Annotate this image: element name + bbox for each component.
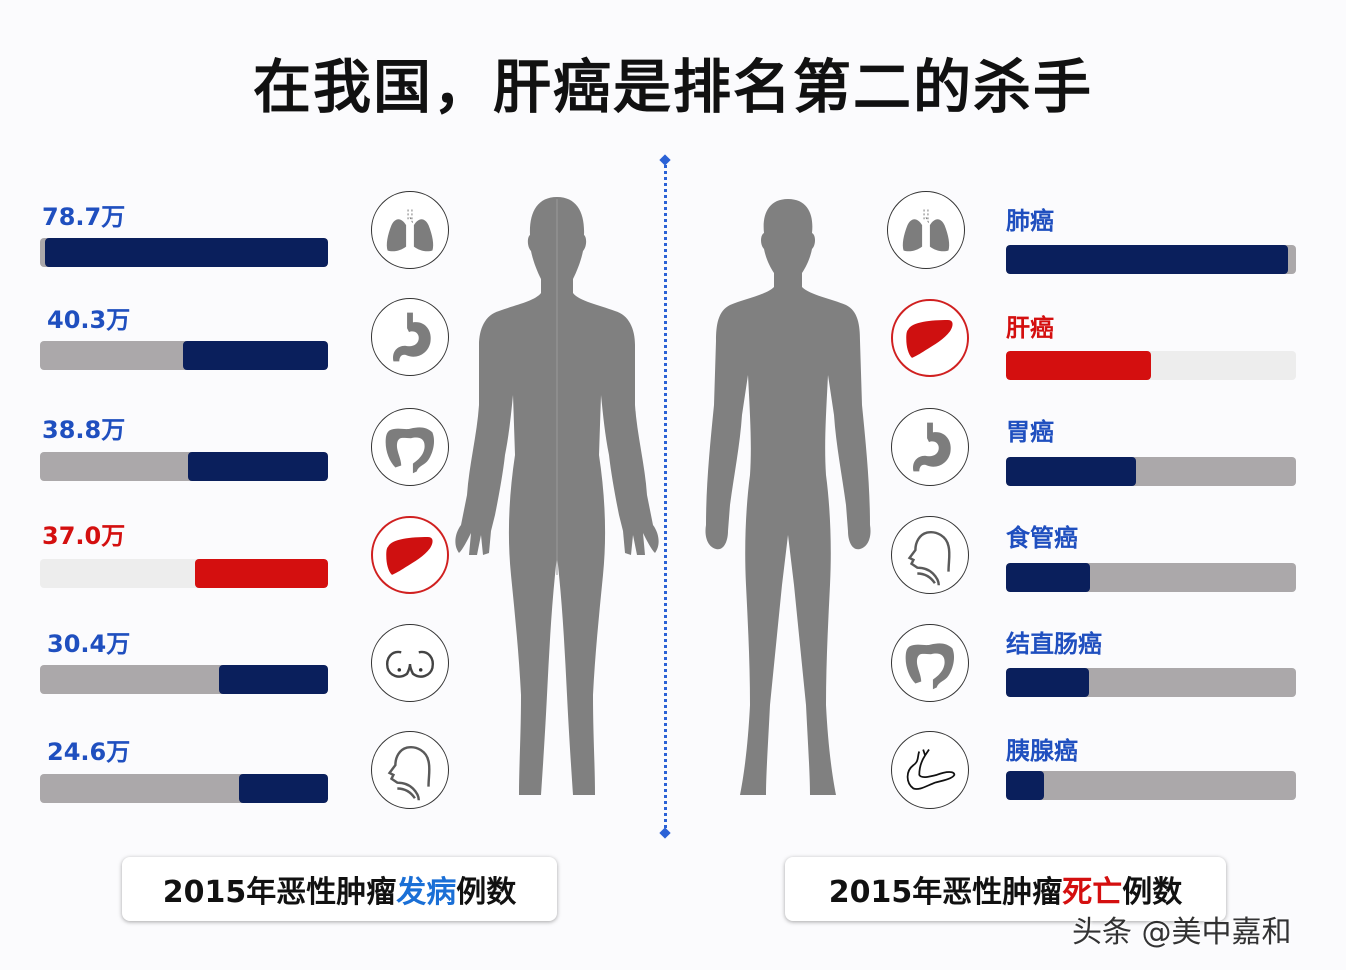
bar-track: [40, 665, 328, 694]
bar-track: [1006, 351, 1296, 380]
esophagus-icon: [891, 516, 969, 594]
incidence-caption: 2015年恶性肿瘤 发病 例数: [122, 857, 557, 921]
divider-bottom-diamond: [659, 827, 671, 839]
value-label: 30.4万: [47, 630, 131, 658]
stomach-icon: [371, 298, 449, 376]
bar-fill: [1006, 668, 1089, 697]
bar-track: [1006, 563, 1296, 592]
page-title: 在我国，肝癌是排名第二的杀手: [252, 53, 1093, 121]
bar-track: [1006, 245, 1296, 274]
cancer-name-label: 肺癌: [1006, 207, 1054, 235]
cancer-name-label: 肝癌: [1006, 314, 1054, 342]
bar-fill: [219, 665, 328, 694]
bar-fill: [183, 341, 328, 370]
pancreas-icon: [891, 731, 969, 809]
bar-fill: [195, 559, 328, 588]
cancer-name-label: 胰腺癌: [1006, 737, 1078, 765]
cancer-name-label: 结直肠癌: [1006, 630, 1102, 658]
lungs-icon: [887, 191, 965, 269]
bar-track: [40, 341, 328, 370]
liver-icon: [891, 299, 969, 377]
female-figure-icon: [455, 197, 659, 795]
mortality-caption: 2015年恶性肿瘤 死亡 例数: [785, 857, 1226, 921]
value-label: 40.3万: [47, 306, 131, 334]
bar-track: [1006, 771, 1296, 800]
caption-highlight: 发病: [396, 875, 457, 910]
bar-fill: [1006, 457, 1136, 486]
watermark: 头条 @美中嘉和: [1072, 915, 1292, 950]
divider-top-diamond: [659, 154, 671, 166]
bar-track: [1006, 668, 1296, 697]
bar-fill: [45, 238, 328, 267]
colon-icon: [371, 408, 449, 486]
esophagus-icon: [371, 731, 449, 809]
stomach-icon: [891, 408, 969, 486]
bar-track: [1006, 457, 1296, 486]
bar-fill: [1006, 771, 1044, 800]
colon-icon: [891, 624, 969, 702]
cancer-name-label: 胃癌: [1006, 418, 1054, 446]
lungs-icon: [371, 191, 449, 269]
bar-track: [40, 238, 328, 267]
value-label: 38.8万: [42, 416, 126, 444]
liver-icon: [371, 516, 449, 594]
cancer-name-label: 食管癌: [1006, 524, 1078, 552]
bar-fill: [1006, 563, 1090, 592]
bar-track: [40, 559, 328, 588]
center-divider: [664, 160, 667, 833]
bar-track: [40, 774, 328, 803]
caption-highlight: 死亡: [1062, 875, 1123, 910]
male-figure-icon: [705, 199, 871, 795]
value-label: 78.7万: [42, 203, 126, 231]
value-label: 37.0万: [42, 522, 126, 550]
bar-track: [40, 452, 328, 481]
bar-fill: [1006, 245, 1288, 274]
bar-fill: [188, 452, 328, 481]
value-label: 24.6万: [47, 738, 131, 766]
bar-fill: [1006, 351, 1151, 380]
bar-fill: [239, 774, 328, 803]
breast-icon: [371, 624, 449, 702]
